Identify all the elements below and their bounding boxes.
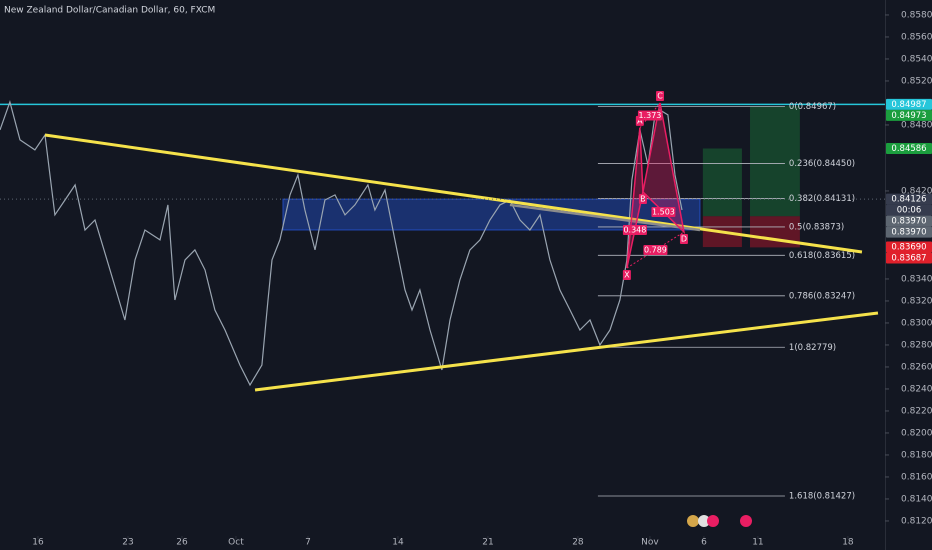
ratio-label: 0.348 (623, 225, 646, 234)
price-tag-label: 0.84586 (891, 144, 926, 154)
x-tick-label: 7 (305, 538, 311, 548)
price-tag-label: 0.84126 (891, 195, 926, 205)
fib-label: 1.618(0.81427) (789, 491, 855, 501)
pattern-point-box (656, 90, 665, 101)
fib-label: 0.786(0.83247) (789, 291, 855, 301)
x-tick-label: 11 (752, 538, 763, 548)
x-tick-label: Oct (228, 538, 244, 548)
x-tick-label: 26 (176, 538, 188, 548)
price-tag (886, 193, 932, 205)
x-tick-label: 6 (701, 538, 707, 548)
price-tag (886, 226, 932, 238)
pattern-point-label: A (637, 116, 643, 125)
y-tick-label: 0.81200 (901, 516, 932, 526)
fib-label: 0.236(0.84450) (789, 159, 855, 169)
price-tag-label: 0.83970 (891, 228, 926, 238)
fib-label: 0.382(0.84131) (789, 194, 855, 204)
x-tick-label: 23 (122, 538, 133, 548)
price-tag-label: 00:06 (897, 206, 922, 216)
ratio-label: 0.789 (644, 245, 667, 254)
icon[interactable] (698, 515, 710, 527)
position-target (750, 105, 800, 217)
pattern-link (626, 191, 644, 269)
plot: 0(0.84967) 0.236(0.84450) 0.382(0.84131) 0.… (0, 10, 932, 548)
pattern-point: D (679, 233, 688, 244)
price-tag (886, 143, 932, 154)
price-tag (886, 241, 932, 253)
price-tag-label: 0.84973 (891, 111, 926, 121)
pattern-point-box (622, 269, 631, 280)
pattern-point: B (638, 193, 647, 204)
price-line (0, 99, 683, 387)
x-tick-label: 14 (392, 538, 404, 548)
price-tag-label: 0.84987 (891, 100, 926, 110)
ratio-label: 1.503 (652, 207, 675, 216)
price-tag-label: 0.83970 (891, 217, 926, 227)
price-tag (886, 252, 932, 264)
pattern-point-label: X (624, 270, 630, 279)
x-tick-label: 28 (572, 538, 584, 548)
pattern-point-box (679, 233, 688, 244)
fib-label: 0(0.84967) (789, 102, 836, 112)
x-tick-label: Nov (641, 538, 659, 548)
x-tick-label: 18 (842, 538, 854, 548)
ratio-box (637, 110, 662, 121)
pattern-point-box (638, 193, 647, 204)
ratio-label: 1.373 (638, 111, 661, 120)
price-tag (886, 98, 932, 110)
icon[interactable] (707, 515, 719, 527)
trendline (44, 133, 863, 254)
price-tag (886, 215, 932, 227)
price-tag (886, 109, 932, 121)
fib-label: 0.5(0.83873) (789, 222, 844, 232)
pattern-point: X (622, 269, 631, 280)
pattern-point-label: B (640, 194, 646, 203)
position-target (702, 148, 742, 217)
price-tag-label: 0.83687 (891, 254, 926, 264)
ratio-box (643, 244, 668, 255)
fib-label: 0.618(0.83615) (789, 251, 855, 261)
icon[interactable] (740, 515, 752, 527)
chart-title: New Zealand Dollar/Canadian Dollar, 60, … (4, 6, 215, 16)
price-tag (886, 204, 932, 216)
pattern-point: C (656, 90, 665, 101)
pattern-point-label: C (657, 91, 663, 100)
x-tick-label: 21 (482, 538, 493, 548)
fib-label: 1(0.82779) (789, 343, 836, 353)
toolbar-icons[interactable] (687, 515, 752, 527)
icon[interactable] (687, 515, 699, 527)
trendline (254, 311, 879, 392)
ratio-box (622, 224, 647, 235)
trendline (509, 203, 701, 232)
price-tag-label: 0.83690 (891, 243, 926, 253)
pattern-point-label: D (681, 234, 687, 243)
ratio-box (651, 206, 676, 217)
x-tick-label: 16 (32, 538, 44, 548)
